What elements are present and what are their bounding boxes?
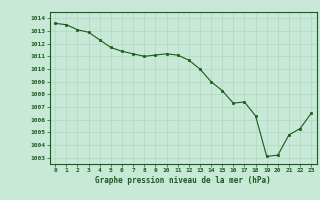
X-axis label: Graphe pression niveau de la mer (hPa): Graphe pression niveau de la mer (hPa) <box>95 176 271 185</box>
